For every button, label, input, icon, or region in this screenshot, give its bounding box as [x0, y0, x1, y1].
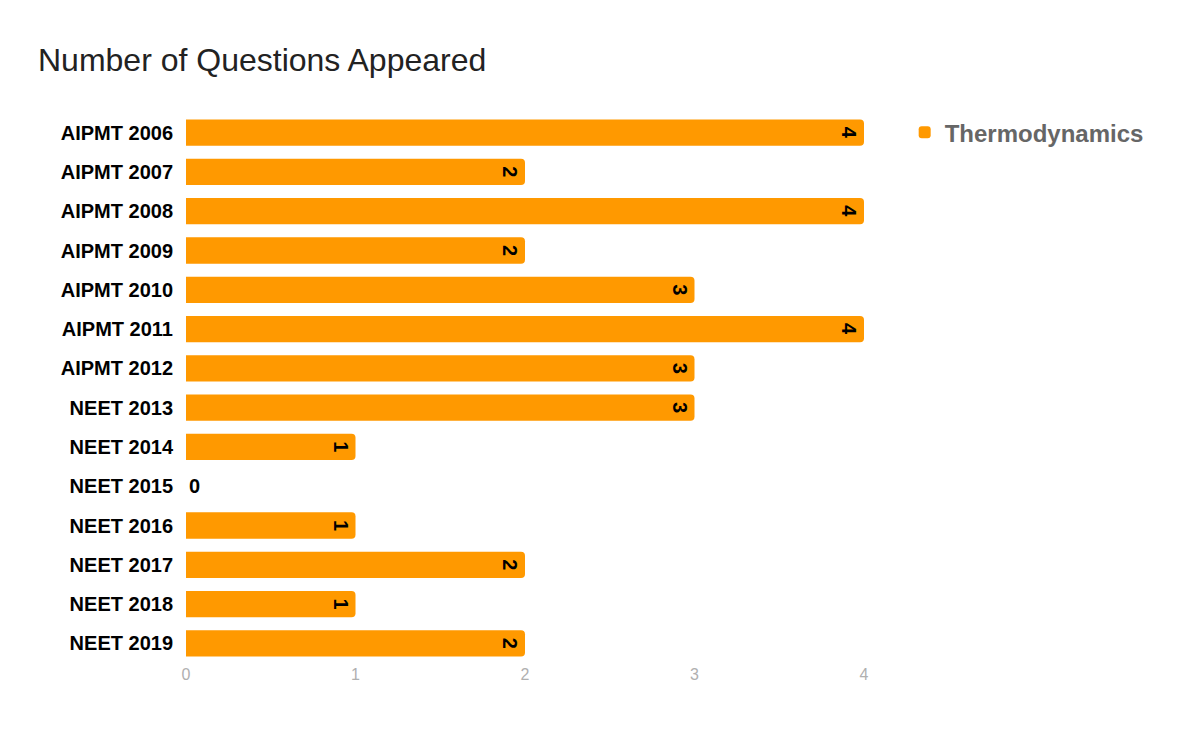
svg-text:NEET 2013: NEET 2013 [70, 397, 173, 419]
svg-text:2: 2 [499, 638, 521, 649]
svg-text:Thermodynamics: Thermodynamics [945, 120, 1144, 147]
svg-text:AIPMT 2012: AIPMT 2012 [61, 357, 173, 379]
svg-text:3: 3 [669, 402, 691, 413]
svg-text:AIPMT 2006: AIPMT 2006 [61, 122, 173, 144]
svg-text:AIPMT 2009: AIPMT 2009 [61, 240, 173, 262]
svg-text:AIPMT 2011: AIPMT 2011 [62, 318, 173, 340]
svg-text:Number of Questions Appeared: Number of Questions Appeared [38, 42, 486, 78]
svg-text:2: 2 [499, 559, 521, 570]
svg-text:1: 1 [330, 441, 352, 452]
svg-text:3: 3 [690, 666, 699, 683]
svg-text:4: 4 [838, 323, 860, 335]
svg-text:3: 3 [669, 363, 691, 374]
svg-text:NEET 2015: NEET 2015 [70, 475, 173, 497]
svg-text:AIPMT 2007: AIPMT 2007 [61, 161, 173, 183]
svg-text:2: 2 [499, 166, 521, 177]
svg-text:1: 1 [351, 666, 360, 683]
svg-text:0: 0 [189, 475, 200, 497]
svg-text:AIPMT 2008: AIPMT 2008 [61, 200, 173, 222]
svg-text:NEET 2016: NEET 2016 [70, 515, 173, 537]
svg-text:1: 1 [330, 599, 352, 610]
svg-text:2: 2 [521, 666, 530, 683]
svg-text:NEET 2019: NEET 2019 [70, 632, 173, 654]
svg-text:4: 4 [860, 666, 869, 683]
svg-text:NEET 2017: NEET 2017 [70, 554, 173, 576]
svg-text:2: 2 [499, 245, 521, 256]
svg-text:0: 0 [182, 666, 191, 683]
svg-text:NEET 2018: NEET 2018 [70, 593, 173, 615]
svg-text:NEET 2014: NEET 2014 [70, 436, 174, 458]
svg-text:3: 3 [669, 284, 691, 295]
svg-text:1: 1 [330, 520, 352, 531]
svg-text:4: 4 [838, 205, 860, 217]
svg-text:AIPMT 2010: AIPMT 2010 [61, 279, 173, 301]
svg-text:4: 4 [838, 127, 860, 139]
